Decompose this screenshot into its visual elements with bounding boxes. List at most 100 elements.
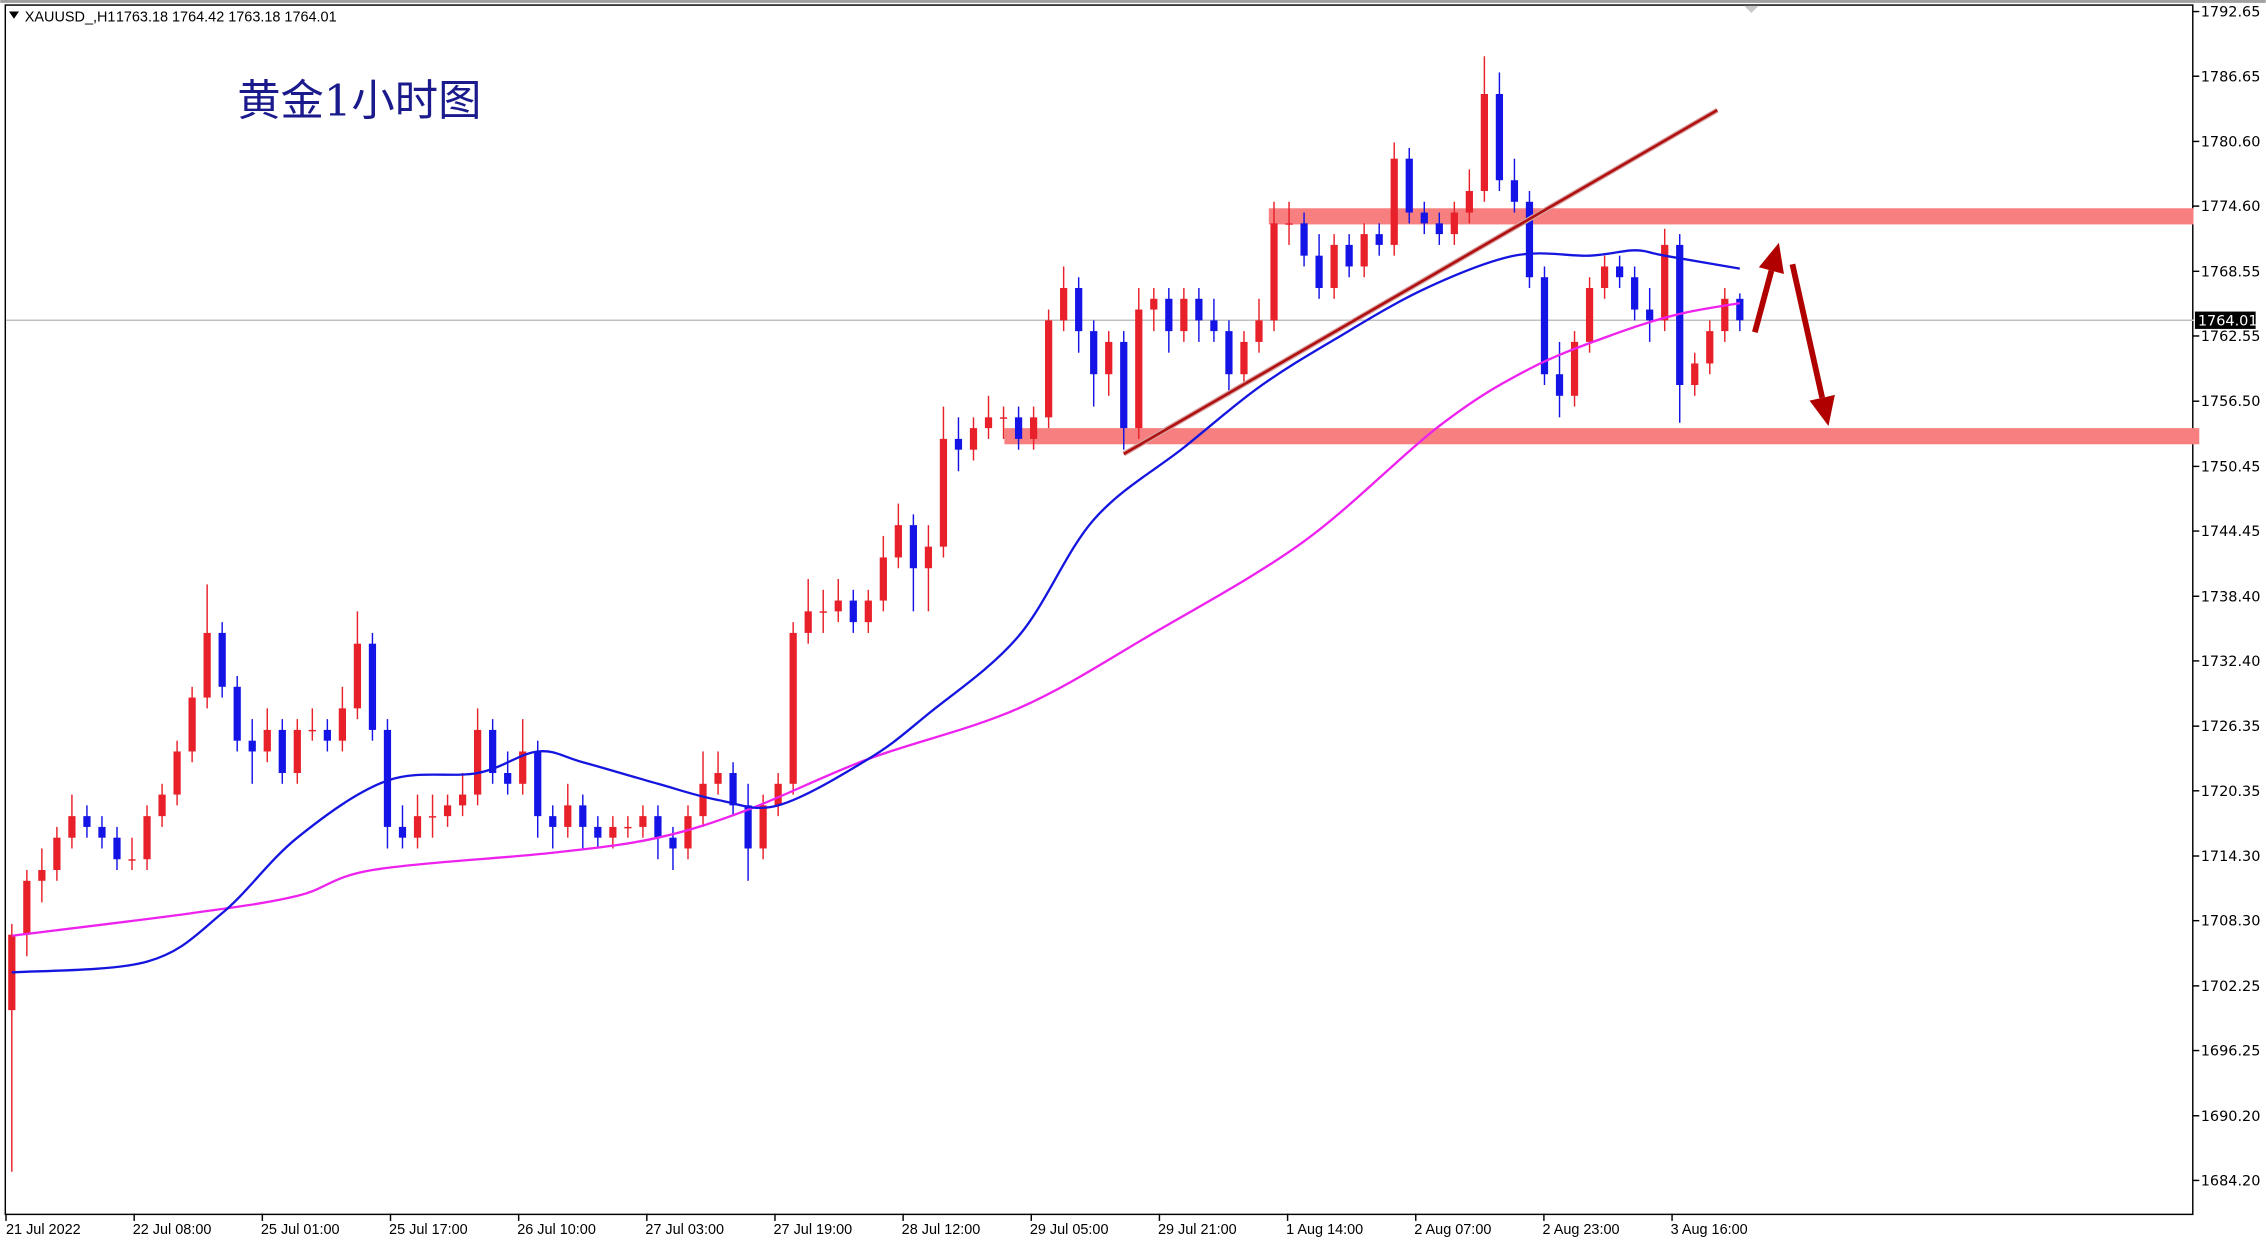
candle-body bbox=[338, 708, 347, 741]
current-price-badge bbox=[2194, 311, 2256, 329]
candle-body bbox=[1029, 417, 1038, 439]
x-tick-label: 3 Aug 16:00 bbox=[1671, 1222, 1748, 1238]
candle-body bbox=[474, 729, 482, 795]
candle-body bbox=[744, 805, 752, 849]
candle-body bbox=[233, 686, 241, 741]
candle-body bbox=[1706, 331, 1714, 364]
candle-body bbox=[519, 751, 527, 784]
plot-frame bbox=[4, 4, 2194, 1216]
candle-body bbox=[909, 525, 917, 569]
top-border bbox=[0, 0, 2266, 3]
support-zone bbox=[1004, 428, 2200, 445]
y-tick-label: 1738.40 bbox=[2201, 589, 2261, 605]
candle-body bbox=[1300, 223, 1308, 256]
candle-body bbox=[489, 729, 497, 774]
candle-body bbox=[8, 934, 16, 1011]
candle-body bbox=[999, 417, 1008, 419]
candle-body bbox=[323, 729, 331, 741]
candle-body bbox=[534, 751, 542, 817]
x-tick-label: 27 Jul 03:00 bbox=[645, 1222, 724, 1238]
candle-body bbox=[654, 816, 662, 838]
candle-body bbox=[1210, 320, 1218, 332]
candle-body bbox=[1721, 298, 1729, 332]
candle-body bbox=[263, 729, 271, 752]
candles-layer bbox=[8, 56, 1744, 1172]
candle-body bbox=[1540, 277, 1549, 375]
arrow-down-shaft bbox=[1789, 263, 1826, 399]
candle-body bbox=[458, 794, 467, 806]
chart-title: 黄金1小时图 bbox=[237, 77, 481, 127]
candle-body bbox=[759, 805, 767, 849]
candle-body bbox=[1585, 288, 1594, 342]
candle-body bbox=[1495, 94, 1504, 181]
candle-body bbox=[1270, 223, 1278, 321]
candle-body bbox=[609, 826, 617, 838]
candle-body bbox=[1525, 201, 1534, 278]
candle-body bbox=[1165, 298, 1173, 332]
x-tick-label: 2 Aug 23:00 bbox=[1542, 1222, 1619, 1238]
x-tick-label: 22 Jul 08:00 bbox=[133, 1222, 212, 1238]
candle-body bbox=[1075, 288, 1083, 332]
candle-body bbox=[68, 816, 76, 838]
y-tick-label: 1756.50 bbox=[2201, 394, 2261, 410]
candle-body bbox=[1360, 234, 1368, 267]
candle-body bbox=[639, 816, 647, 827]
candle-body bbox=[1600, 266, 1609, 289]
candle-body bbox=[83, 816, 91, 827]
candle-body bbox=[353, 643, 362, 709]
y-tick-label: 1714.30 bbox=[2201, 849, 2261, 865]
moving-averages-layer bbox=[11, 249, 1741, 974]
x-tick-label: 2 Aug 07:00 bbox=[1414, 1222, 1491, 1238]
y-tick-label: 1732.40 bbox=[2201, 654, 2261, 670]
candle-body bbox=[143, 816, 151, 860]
candle-body bbox=[669, 837, 677, 849]
candle-body bbox=[624, 826, 632, 829]
candle-body bbox=[684, 816, 692, 849]
candle-body bbox=[924, 546, 933, 569]
time-axis[interactable]: 21 Jul 2022 22 Jul 08:00 25 Jul 01:00 25 Ju… bbox=[5, 1213, 1748, 1238]
candle-body bbox=[1285, 223, 1293, 225]
candle-body bbox=[1255, 320, 1263, 342]
zones-layer bbox=[1004, 208, 2200, 445]
candle-body bbox=[158, 794, 166, 817]
candle-body bbox=[1420, 212, 1428, 224]
price-axis[interactable]: 1792.65 1786.65 1780.60 1774.60 1768.55 1762.… bbox=[2193, 5, 2261, 1190]
y-tick-label: 1792.65 bbox=[2201, 5, 2261, 21]
candle-body bbox=[1465, 191, 1473, 213]
candle-body bbox=[1480, 94, 1488, 192]
candle-body bbox=[1195, 298, 1203, 321]
x-tick-label: 1 Aug 14:00 bbox=[1286, 1222, 1363, 1238]
y-tick-label: 1684.20 bbox=[2201, 1173, 2261, 1189]
annotations-layer bbox=[1122, 107, 1835, 457]
y-tick-label: 1690.20 bbox=[2201, 1109, 2261, 1125]
y-tick-label: 1786.65 bbox=[2201, 69, 2261, 85]
x-tick-label: 25 Jul 17:00 bbox=[389, 1222, 468, 1238]
x-tick-label: 25 Jul 01:00 bbox=[261, 1222, 340, 1238]
candle-body bbox=[1736, 298, 1744, 321]
x-tick-label: 21 Jul 2022 bbox=[6, 1222, 81, 1238]
candle-body bbox=[1090, 331, 1098, 375]
candle-body bbox=[1315, 255, 1323, 289]
candle-body bbox=[714, 773, 722, 784]
candle-body bbox=[564, 805, 572, 827]
candle-body bbox=[1616, 266, 1624, 278]
candle-body bbox=[1646, 309, 1654, 321]
candle-body bbox=[774, 783, 782, 806]
candle-body bbox=[1375, 234, 1383, 245]
candle-body bbox=[1225, 331, 1233, 375]
arrow-down-head-icon bbox=[1809, 394, 1835, 426]
candle-body bbox=[1510, 180, 1519, 202]
resistance-zone bbox=[1268, 208, 2194, 225]
collapse-triangle-icon[interactable] bbox=[8, 11, 20, 19]
candle-body bbox=[789, 632, 797, 784]
candle-body bbox=[1661, 244, 1669, 321]
candle-body bbox=[1150, 298, 1158, 310]
x-tick-label: 29 Jul 21:00 bbox=[1158, 1222, 1237, 1238]
candle-body bbox=[864, 600, 872, 623]
x-tick-label: 27 Jul 19:00 bbox=[774, 1222, 853, 1238]
candle-body bbox=[218, 632, 226, 687]
candle-body bbox=[1435, 223, 1443, 235]
chart-shift-marker-icon[interactable] bbox=[1744, 5, 1759, 14]
candle-body bbox=[1330, 244, 1338, 289]
